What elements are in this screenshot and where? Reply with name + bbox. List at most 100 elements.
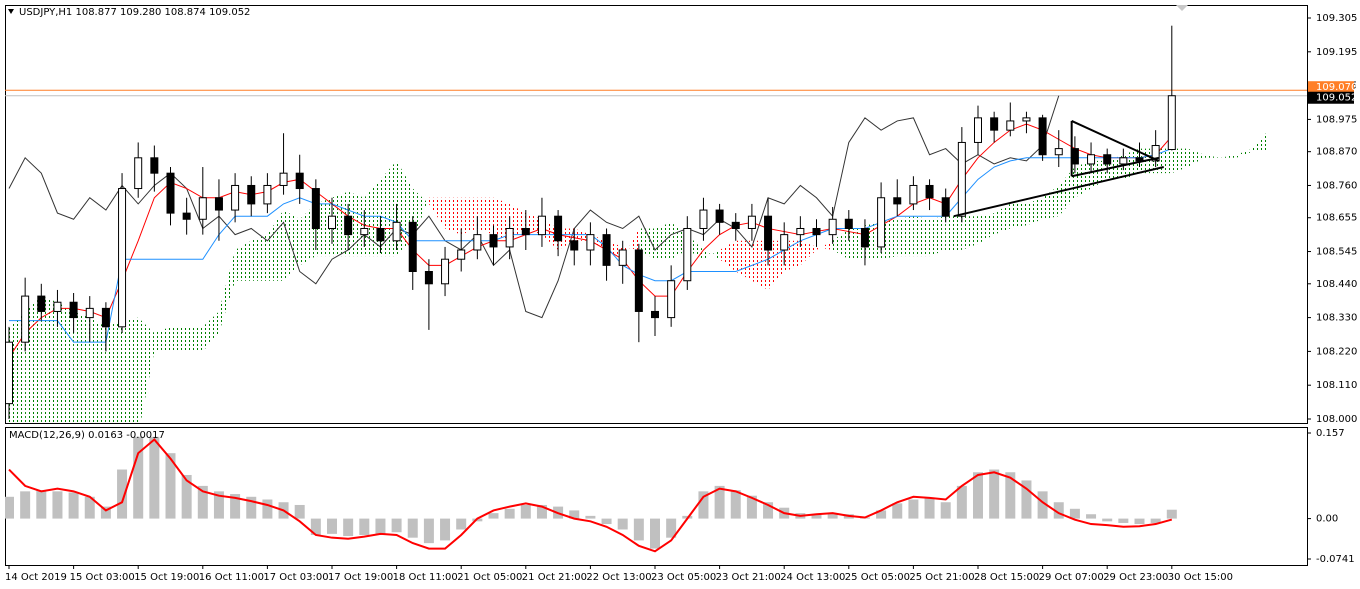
candle-body — [247, 184, 256, 205]
candle-body — [941, 197, 950, 217]
ichimoku-cloud — [105, 320, 123, 423]
y-tick-label: 109.305 — [1316, 13, 1357, 24]
x-tick-label: 16 Oct 11:00 — [199, 572, 264, 583]
x-tick-label: 29 Oct 23:00 — [1103, 572, 1168, 583]
macd-title: MACD(12,26,9) 0.0163 -0.0017 — [9, 430, 165, 441]
candle-body — [198, 197, 207, 220]
macd-plot — [5, 436, 1177, 553]
ichimoku-cloud — [412, 188, 429, 241]
ichimoku-cloud — [154, 326, 171, 352]
ichimoku-cloud — [396, 160, 413, 257]
candle-body — [521, 227, 530, 236]
candle-body — [166, 172, 175, 214]
ichimoku-cloud — [864, 222, 882, 260]
x-tick-label: 28 Oct 15:00 — [974, 572, 1039, 583]
candle-body — [441, 258, 450, 285]
ichimoku-cloud — [332, 191, 349, 257]
candle-body — [925, 184, 934, 199]
candle-body — [651, 310, 659, 319]
ichimoku-cloud — [994, 203, 1011, 235]
candle-body — [118, 188, 127, 328]
ichimoku-cloud — [1042, 185, 1059, 220]
macd-bar — [1086, 514, 1097, 519]
ichimoku-cloud — [719, 240, 736, 272]
macd-bar — [84, 496, 95, 519]
ichimoku-cloud — [1220, 154, 1237, 158]
ichimoku-cloud — [218, 249, 236, 333]
candle-body — [715, 209, 724, 223]
candle-body — [909, 184, 918, 205]
y-tick-label: 108.000 — [1316, 414, 1357, 425]
ichimoku-cloud — [751, 240, 769, 290]
ichimoku-cloud — [881, 219, 898, 260]
ichimoku-cloud — [945, 216, 962, 250]
candle-body — [85, 307, 94, 319]
ichimoku-cloud — [57, 302, 74, 423]
price-label: 109.052 — [1316, 93, 1357, 104]
y-tick-label: 109.195 — [1316, 47, 1357, 58]
candle-body — [618, 249, 627, 266]
x-tick-label: 18 Oct 11:00 — [393, 572, 458, 583]
shift-marker — [1176, 5, 1188, 11]
macd-bar — [1069, 508, 1080, 519]
macd-bar — [149, 436, 160, 519]
ichimoku-cloud — [687, 234, 704, 260]
candle-body — [699, 209, 708, 229]
ichimoku-cloud — [784, 240, 801, 272]
macd-bar — [407, 518, 418, 538]
ichimoku-cloud — [671, 222, 688, 260]
macd-bar — [698, 491, 709, 519]
ichimoku-cloud — [590, 234, 607, 250]
candle-body — [360, 227, 369, 236]
ichimoku-cloud — [267, 210, 284, 281]
macd-bar — [940, 502, 951, 519]
macd-bar — [1134, 518, 1145, 525]
ichimoku-cloud — [703, 249, 720, 260]
y-tick-label: 108.975 — [1316, 114, 1357, 125]
macd-bar — [294, 504, 305, 519]
macd-bar — [488, 513, 499, 519]
candle-body — [37, 295, 46, 312]
candle-body — [457, 249, 466, 260]
macd-bar — [36, 490, 47, 519]
macd-bar — [569, 510, 580, 519]
macd-bar — [730, 490, 741, 519]
macd-bar — [876, 510, 887, 519]
candle-body — [683, 227, 692, 282]
candle-body — [231, 184, 240, 211]
macd-bar — [1037, 491, 1048, 519]
ichimoku-cloud — [428, 197, 446, 229]
candle-body — [214, 197, 223, 211]
macd-bar — [343, 518, 354, 537]
ichimoku-cloud — [299, 203, 316, 266]
candle-body — [893, 197, 902, 205]
candle-body — [1103, 154, 1112, 165]
ichimoku-cloud — [961, 216, 978, 250]
macd-bar — [197, 485, 208, 519]
x-tick-label: 30 Oct 15:00 — [1168, 572, 1233, 583]
x-tick-label: 15 Oct 19:00 — [134, 572, 199, 583]
macd-bar — [52, 491, 63, 519]
candle-body — [376, 227, 385, 242]
candle-body — [473, 234, 482, 251]
macd-bar — [714, 485, 725, 519]
macd-bar — [892, 503, 903, 519]
candle-body — [667, 280, 676, 319]
x-tick-label: 14 Oct 2019 — [5, 572, 67, 583]
symbol-menu-arrow[interactable] — [8, 9, 14, 14]
candle-body — [1151, 145, 1160, 162]
ichimoku-cloud — [202, 311, 219, 352]
candle-body — [101, 307, 110, 328]
macd-bar — [1005, 472, 1016, 519]
x-tick-label: 17 Oct 03:00 — [263, 572, 328, 583]
ichimoku-cloud — [41, 296, 58, 423]
ichimoku-cloud — [251, 234, 268, 281]
ichimoku-cloud — [1058, 167, 1075, 217]
ichimoku-cloud — [1010, 203, 1027, 229]
ichimoku-cloud — [122, 317, 139, 423]
price-label: 109.070 — [1316, 82, 1357, 93]
price-label-box — [1308, 91, 1354, 104]
ichimoku-cloud — [525, 213, 542, 235]
macd-bar — [68, 492, 79, 519]
macd-bar — [20, 491, 31, 519]
